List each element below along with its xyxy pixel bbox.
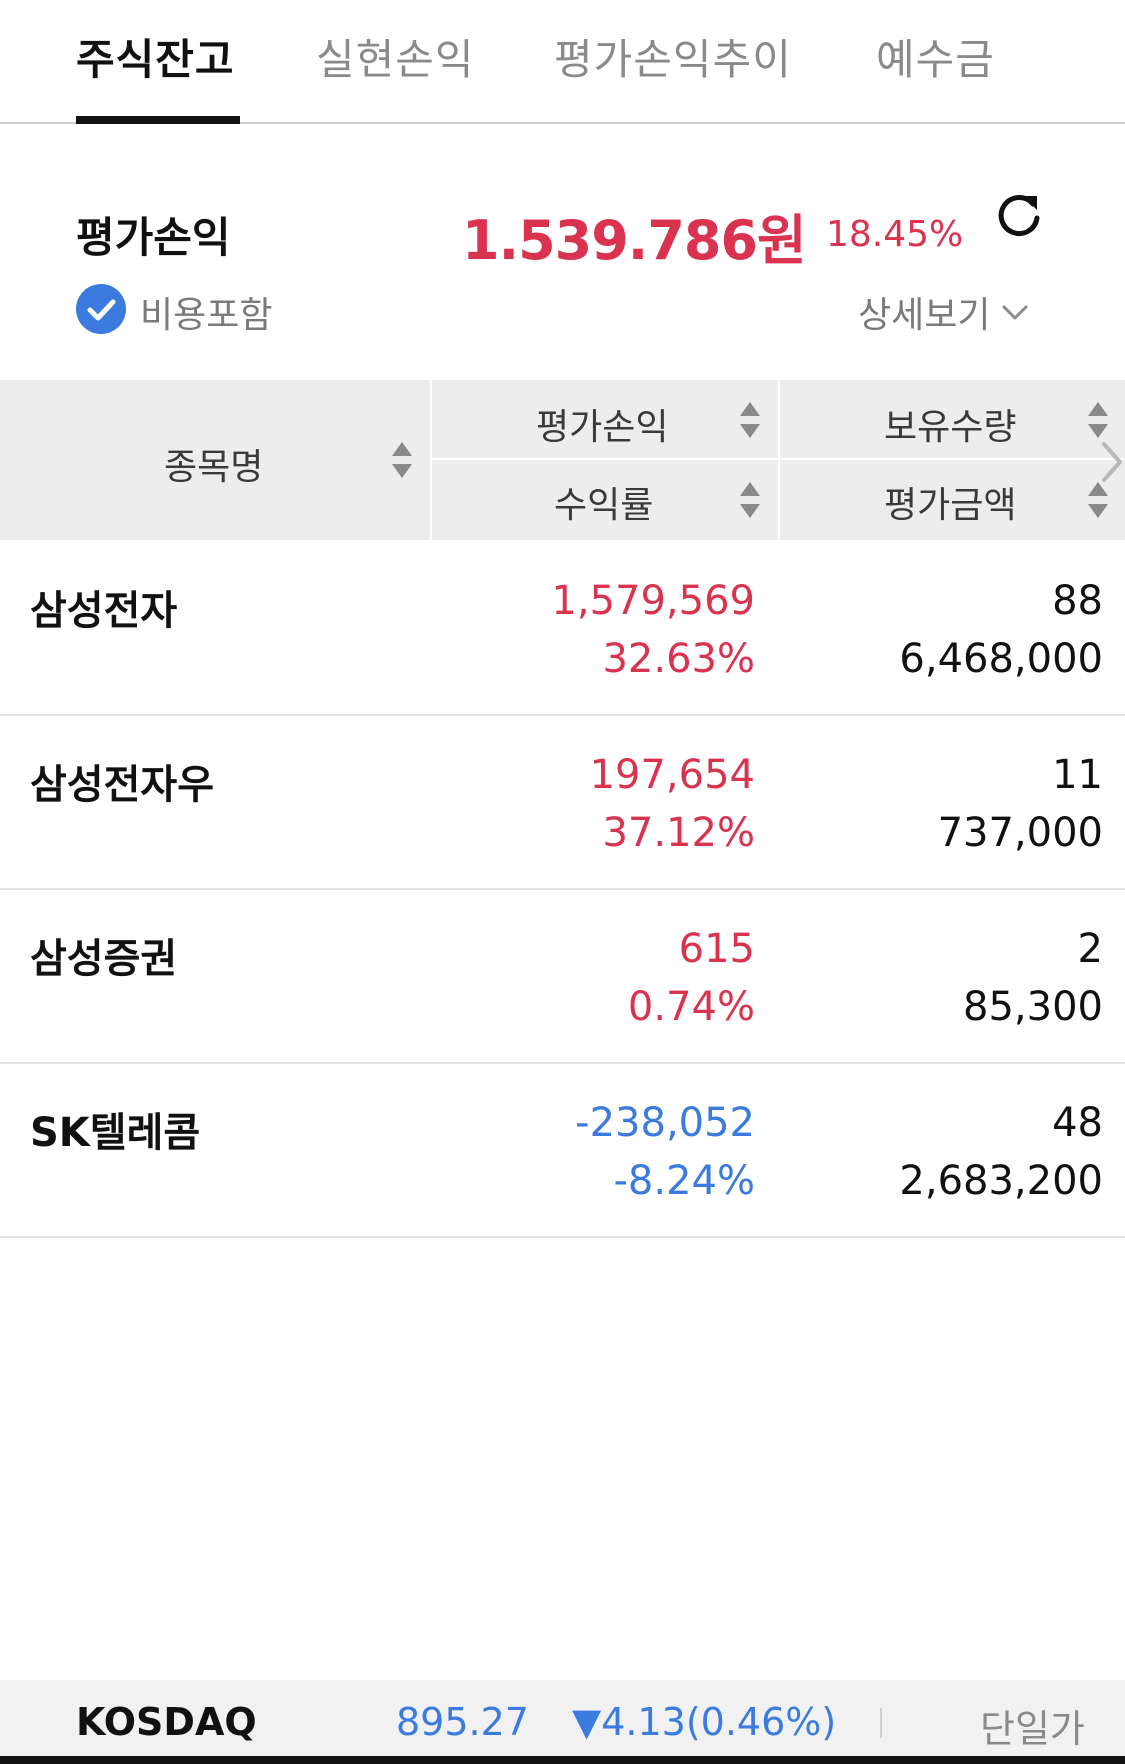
check-icon [87,299,116,321]
tab-deposit[interactable]: 예수금 [876,35,995,84]
stock-rate: -8.24% [613,1158,755,1204]
header-divider [778,380,780,540]
table-row[interactable]: 삼성전자우 197,654 37.12% 11 737,000 [0,716,1125,890]
stock-rate: 37.12% [602,810,755,856]
table-row[interactable]: SK텔레콤 -238,052 -8.24% 48 2,683,200 [0,1064,1125,1238]
header-pl[interactable]: 평가손익 [536,407,669,448]
stock-pl: -238,052 [575,1100,755,1146]
header-divider [430,380,432,540]
stock-pl: 615 [678,926,755,972]
stock-amount: 6,468,000 [899,636,1103,682]
stock-name: 삼성증권 [30,936,178,982]
sort-arrows-icon[interactable] [390,440,414,480]
stock-amount: 2,683,200 [899,1158,1103,1204]
tab-valuation-trend[interactable]: 평가손익추이 [554,35,792,84]
header-rate[interactable]: 수익률 [554,485,654,526]
header-name[interactable]: 종목명 [164,447,264,488]
stock-rate: 0.74% [627,984,755,1030]
stock-name: 삼성전자 [30,588,178,634]
bottom-edge-bar [0,1756,1125,1764]
summary-amount: 1.539.786원 [462,209,807,272]
chevron-down-icon [1002,305,1028,320]
ticker-divider [880,1708,882,1738]
sort-arrows-icon[interactable] [738,400,762,440]
include-cost-label[interactable]: 비용포함 [140,295,273,336]
sort-arrows-icon[interactable] [1086,480,1110,520]
tab-bar: 주식잔고 실현손익 평가손익추이 예수금 [0,0,1125,124]
header-divider [432,458,1125,460]
stock-name: 삼성전자우 [30,762,214,808]
stock-pl: 197,654 [589,752,755,798]
stock-pl: 1,579,569 [551,578,755,624]
table-row[interactable]: 삼성전자 1,579,569 32.63% 88 6,468,000 [0,542,1125,716]
include-cost-checkbox[interactable] [76,284,126,334]
ticker-index-name: KOSDAQ [76,1700,257,1744]
stock-qty: 11 [1052,752,1103,798]
active-tab-indicator [76,116,240,124]
stock-qty: 2 [1077,926,1103,972]
stock-rate: 32.63% [602,636,755,682]
summary-rate: 18.45% [826,214,964,255]
stock-amount: 737,000 [937,810,1103,856]
detail-view-label: 상세보기 [858,295,991,336]
tab-stock-balance[interactable]: 주식잔고 [76,35,235,84]
refresh-icon[interactable] [993,188,1045,240]
stock-name: SK텔레콤 [30,1110,201,1156]
header-qty[interactable]: 보유수량 [884,407,1017,448]
stock-qty: 48 [1052,1100,1103,1146]
sort-arrows-icon[interactable] [1086,400,1110,440]
summary-label: 평가손익 [76,213,231,262]
market-ticker[interactable]: KOSDAQ 895.27 ▼4.13(0.46%) 단일가 [0,1680,1125,1764]
ticker-index-change: ▼4.13(0.46%) [572,1700,837,1744]
table-row[interactable]: 삼성증권 615 0.74% 2 85,300 [0,890,1125,1064]
sort-arrows-icon[interactable] [738,480,762,520]
ticker-index-value: 895.27 [396,1700,529,1744]
stock-amount: 85,300 [963,984,1103,1030]
stock-qty: 88 [1052,578,1103,624]
tab-realized-pl[interactable]: 실현손익 [316,35,475,84]
chevron-right-icon[interactable] [1098,440,1125,484]
table-header: 종목명 평가손익 수익률 보유수량 평가금액 [0,380,1125,540]
detail-view-button[interactable]: 상세보기 [858,286,1032,338]
header-amount[interactable]: 평가금액 [884,485,1017,526]
ticker-mode[interactable]: 단일가 [980,1707,1085,1751]
